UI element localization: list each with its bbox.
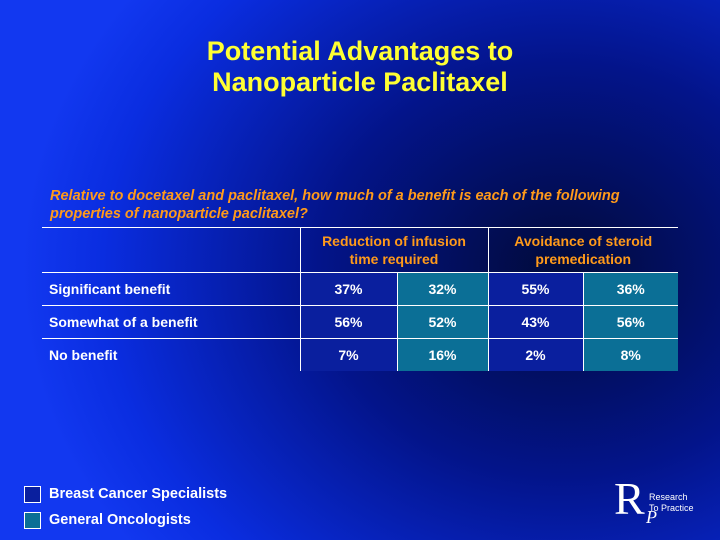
- steroid-bcs-cell: 55%: [487, 272, 584, 306]
- steroid-bcs-cell: 43%: [487, 305, 584, 339]
- results-table: Reduction of infusion time required Avoi…: [42, 227, 679, 371]
- table-header-row: Reduction of infusion time required Avoi…: [42, 227, 679, 273]
- logo-line-2: To Practice: [649, 503, 694, 513]
- row-label: Somewhat of a benefit: [42, 305, 301, 339]
- research-to-practice-logo: R P Research To Practice: [610, 473, 710, 528]
- table-row-somewhat-benefit: Somewhat of a benefit 56% 52% 43% 56%: [42, 305, 679, 339]
- steroid-header-line-2: premedication: [535, 251, 632, 267]
- steroid-go-cell: 8%: [582, 338, 679, 371]
- logo-mark-sub: P: [646, 507, 657, 527]
- steroid-premedication-header: Avoidance of steroid premedication: [487, 227, 679, 273]
- infusion-go-cell: 52%: [396, 305, 489, 339]
- steroid-header-line-1: Avoidance of steroid: [514, 233, 653, 249]
- row-label: No benefit: [42, 338, 301, 371]
- table-row-significant-benefit: Significant benefit 37% 32% 55% 36%: [42, 272, 679, 306]
- infusion-time-header-line-1: Reduction of infusion: [322, 233, 466, 249]
- table-row-no-benefit: No benefit 7% 16% 2% 8%: [42, 338, 679, 371]
- row-label: Significant benefit: [42, 272, 301, 306]
- infusion-time-header: Reduction of infusion time required: [299, 227, 489, 273]
- steroid-bcs-cell: 2%: [487, 338, 584, 371]
- legend-swatch-bcs: [24, 486, 41, 503]
- steroid-go-cell: 56%: [582, 305, 679, 339]
- infusion-go-cell: 32%: [396, 272, 489, 306]
- legend-label-go: General Oncologists: [49, 512, 191, 528]
- infusion-time-header-line-2: time required: [349, 251, 439, 267]
- infusion-bcs-cell: 56%: [299, 305, 398, 339]
- slide-title: Potential Advantages to Nanoparticle Pac…: [0, 36, 720, 98]
- logo-mark: R: [614, 473, 645, 524]
- logo-wordmark: Research To Practice: [649, 492, 694, 514]
- legend-label-bcs: Breast Cancer Specialists: [49, 486, 228, 502]
- infusion-go-cell: 16%: [396, 338, 489, 371]
- logo-line-1: Research: [649, 492, 688, 502]
- slide-title-line-1: Potential Advantages to: [206, 36, 514, 66]
- steroid-go-cell: 36%: [582, 272, 679, 306]
- infusion-bcs-cell: 7%: [299, 338, 398, 371]
- survey-question: Relative to docetaxel and paclitaxel, ho…: [50, 188, 620, 222]
- legend-swatch-go: [24, 512, 41, 529]
- row-label-header: [42, 227, 301, 273]
- slide-title-line-2: Nanoparticle Paclitaxel: [212, 67, 508, 97]
- infusion-bcs-cell: 37%: [299, 272, 398, 306]
